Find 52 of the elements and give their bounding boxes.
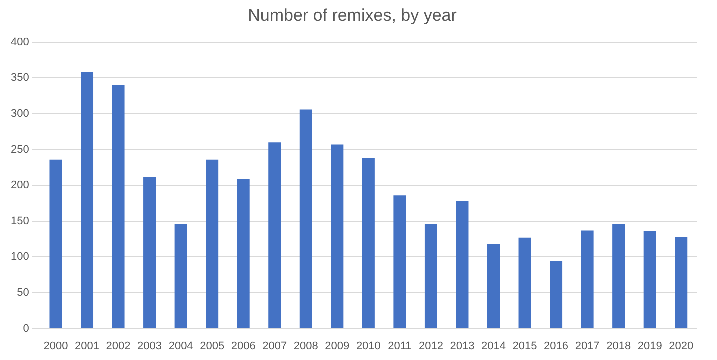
bar xyxy=(144,177,156,328)
bar xyxy=(518,238,532,328)
x-tick-label: 2008 xyxy=(294,340,318,352)
bar xyxy=(331,144,344,328)
bar xyxy=(581,230,594,328)
x-tick-label: 2011 xyxy=(388,340,412,352)
x-tick-label: 2012 xyxy=(418,340,444,352)
y-tick-label: 350 xyxy=(10,72,30,84)
y-tick-label: 300 xyxy=(10,108,30,120)
x-tick-label: 2000 xyxy=(44,340,68,352)
x-tick-label: 2015 xyxy=(512,340,538,352)
bar xyxy=(550,261,563,328)
y-tick-label: 50 xyxy=(17,287,30,300)
bar xyxy=(362,158,375,328)
x-tick-label: 2018 xyxy=(606,340,632,352)
bar xyxy=(206,160,219,328)
y-tick-label: 0 xyxy=(23,322,30,335)
bar xyxy=(300,110,312,328)
x-tick-label: 2006 xyxy=(231,340,256,352)
x-tick-label: 2014 xyxy=(482,340,506,352)
bar xyxy=(456,201,469,328)
chart-title: Number of remixes, by year xyxy=(248,6,458,25)
bar xyxy=(237,179,250,328)
x-tick-label: 2010 xyxy=(356,340,381,352)
bar xyxy=(424,224,438,328)
bar xyxy=(488,244,500,328)
bar xyxy=(394,196,406,328)
y-tick-label: 100 xyxy=(10,251,30,264)
y-tick-label: 250 xyxy=(10,144,30,156)
bar xyxy=(50,160,62,328)
x-tick-label: 2001 xyxy=(75,340,100,352)
x-tick-label: 2013 xyxy=(450,340,475,352)
bar xyxy=(174,224,188,328)
x-tick-label: 2016 xyxy=(544,340,569,352)
x-tick-label: 2017 xyxy=(575,340,600,352)
bar xyxy=(612,224,626,328)
bar xyxy=(644,231,656,328)
bar xyxy=(675,237,688,328)
x-tick-label: 2007 xyxy=(262,340,288,352)
y-tick-label: 150 xyxy=(10,215,30,228)
x-tick-label: 2002 xyxy=(106,340,131,352)
x-tick-label: 2004 xyxy=(168,340,194,352)
x-tick-label: 2005 xyxy=(200,340,225,352)
y-tick-label: 200 xyxy=(10,180,30,192)
x-tick-label: 2009 xyxy=(325,340,350,352)
x-tick-label: 2019 xyxy=(638,340,662,352)
x-tick-label: 2020 xyxy=(669,340,694,352)
bar xyxy=(112,85,125,328)
x-tick-label: 2003 xyxy=(138,340,162,352)
bar xyxy=(268,142,282,328)
bar xyxy=(81,72,94,328)
y-tick-label: 400 xyxy=(10,36,30,48)
